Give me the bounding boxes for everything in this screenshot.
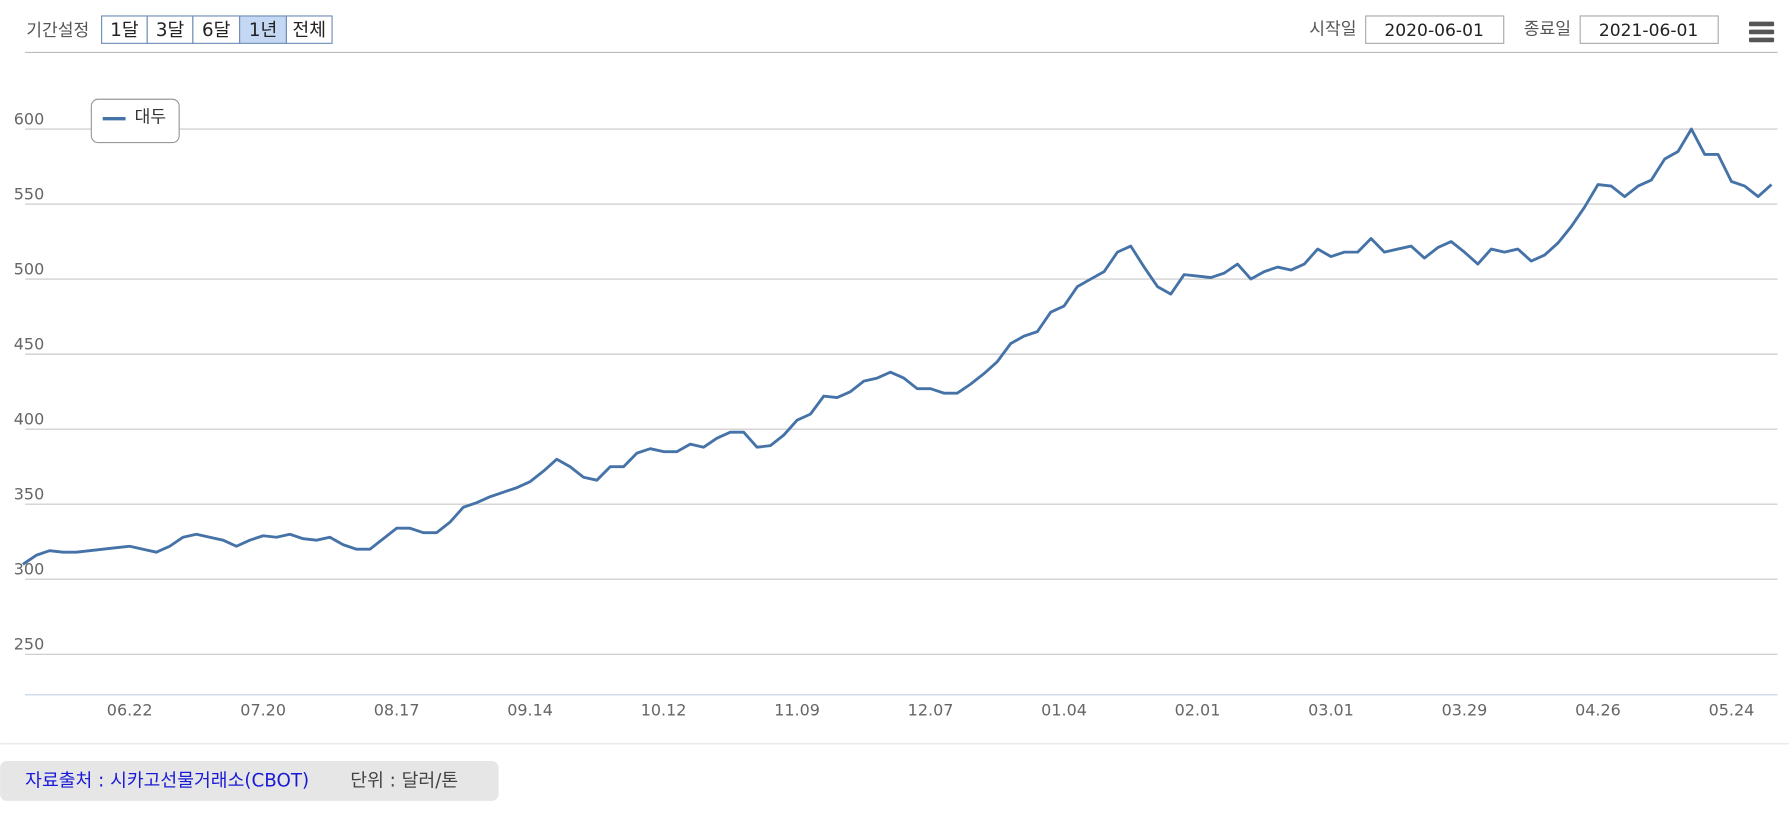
legend-label: 대두 bbox=[135, 108, 166, 128]
x-tick-label: 03.29 bbox=[1442, 700, 1488, 719]
period-buttons: 1달 3달 6달 1년 전체 bbox=[101, 15, 333, 44]
x-tick-label: 10.12 bbox=[641, 700, 687, 719]
footer-box bbox=[0, 760, 499, 801]
x-tick-label: 03.01 bbox=[1308, 700, 1354, 719]
x-tick-label: 06.22 bbox=[107, 700, 153, 719]
menu-bar bbox=[1749, 21, 1775, 27]
button-box bbox=[285, 15, 333, 44]
x-tick-label: 01.04 bbox=[1041, 700, 1087, 719]
x-tick-label: 07.20 bbox=[240, 700, 286, 719]
series-line bbox=[22, 127, 1773, 566]
end-date-input[interactable]: 2021-06-01 bbox=[1579, 15, 1719, 44]
input-box bbox=[1365, 15, 1505, 44]
button-box bbox=[101, 15, 148, 44]
button-box bbox=[146, 15, 194, 44]
button-label: 6달 bbox=[202, 20, 231, 41]
start-date-input[interactable]: 2020-06-01 bbox=[1365, 15, 1505, 44]
period-button[interactable]: 6달 bbox=[192, 15, 241, 44]
period-button[interactable]: 3달 bbox=[146, 15, 194, 44]
legend-box bbox=[90, 98, 180, 144]
x-tick-label: 11.09 bbox=[774, 700, 820, 719]
y-tick-label: 500 bbox=[14, 259, 44, 278]
button-label: 3달 bbox=[156, 20, 185, 41]
period-button[interactable]: 전체 bbox=[285, 15, 333, 44]
y-tick-label: 250 bbox=[14, 635, 44, 654]
x-tick-label: 05.24 bbox=[1709, 700, 1755, 719]
plot: 250 300 350 400 450 500 550 600 06.22 07.20 08.17 0… bbox=[14, 109, 1778, 719]
button-box bbox=[192, 15, 241, 44]
y-tick-label: 350 bbox=[14, 485, 44, 504]
x-tick-label: 02.01 bbox=[1175, 700, 1221, 719]
button-label: 1년 bbox=[249, 20, 277, 41]
button-label: 전체 bbox=[292, 20, 326, 41]
input-box bbox=[1579, 15, 1719, 44]
menu-bar bbox=[1749, 37, 1775, 43]
y-tick-label: 600 bbox=[14, 109, 44, 128]
x-tick-label: 09.14 bbox=[507, 700, 553, 719]
menu-button[interactable] bbox=[1749, 21, 1775, 43]
y-tick-label: 550 bbox=[14, 184, 44, 203]
legend: 대두 bbox=[90, 98, 180, 144]
button-label: 1달 bbox=[110, 20, 139, 41]
unit: 단위 : 달러/톤 bbox=[350, 770, 458, 791]
end-label: 종료일 bbox=[1524, 20, 1571, 40]
period-button[interactable]: 1달 bbox=[101, 15, 148, 44]
x-tick-label: 04.26 bbox=[1575, 700, 1621, 719]
y-tick-label: 400 bbox=[14, 410, 44, 429]
start-label: 시작일 bbox=[1309, 20, 1356, 40]
x-tick-label: 08.17 bbox=[374, 700, 420, 719]
x-tick-label: 12.07 bbox=[908, 700, 954, 719]
period-label: 기간설정 bbox=[26, 21, 89, 41]
start-date: 2020-06-01 bbox=[1384, 21, 1483, 41]
menu-bar bbox=[1749, 29, 1775, 35]
y-tick-label: 450 bbox=[14, 334, 44, 353]
end-date: 2021-06-01 bbox=[1599, 21, 1698, 41]
source: 자료출처 : 시카고선물거래소(CBOT) bbox=[25, 770, 309, 791]
y-tick-label: 300 bbox=[14, 560, 44, 579]
period-button[interactable]: 1년 bbox=[239, 15, 287, 44]
